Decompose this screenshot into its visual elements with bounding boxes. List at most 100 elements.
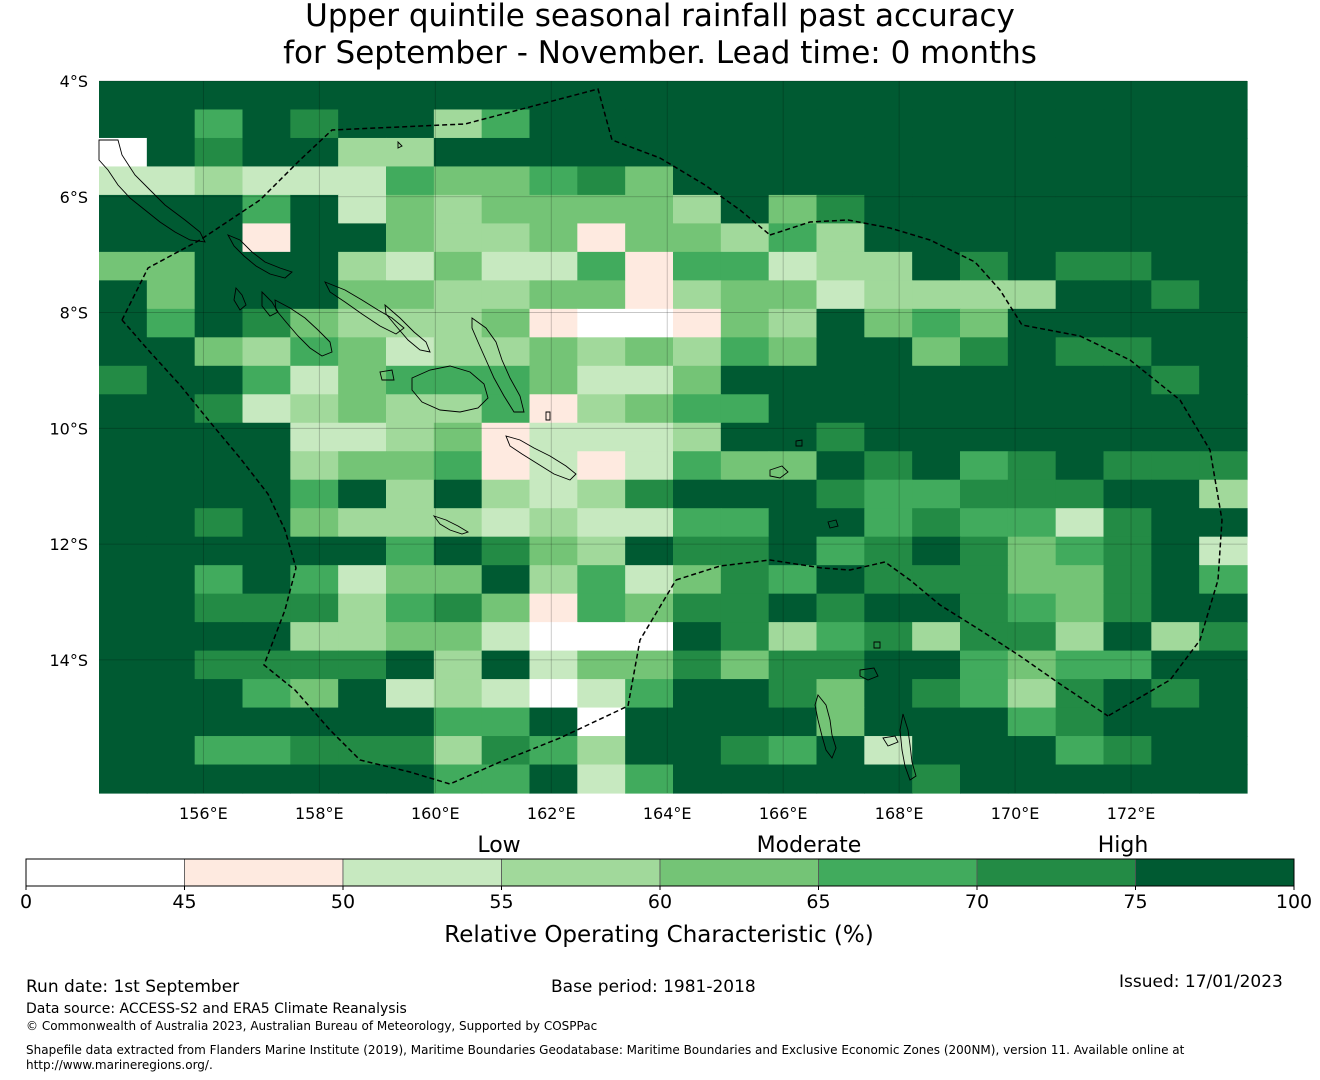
- grid-cell: [577, 109, 626, 139]
- grid-cell: [146, 394, 196, 424]
- grid-cell: [864, 508, 913, 538]
- grid-cell: [1007, 593, 1057, 623]
- grid-cell: [1055, 251, 1105, 281]
- grid-cell: [720, 137, 770, 168]
- longitude-tick-labels: 156°E 158°E 160°E 162°E 164°E 166°E 168°E 170°E…: [179, 804, 1155, 823]
- coastline-outline: [471, 317, 525, 413]
- grid-cell: [673, 764, 722, 794]
- grid-cell: [673, 194, 722, 224]
- grid-cell: [816, 650, 865, 680]
- grid-cell: [768, 479, 818, 509]
- grid-cell: [1199, 365, 1248, 395]
- grid-cell: [146, 422, 196, 452]
- lon-tick-label: 158°E: [295, 804, 344, 823]
- grid-cell: [625, 622, 674, 652]
- grid-cell: [146, 707, 196, 737]
- grid-cell: [1199, 451, 1248, 481]
- grid-cell: [864, 365, 913, 395]
- grid-cell: [433, 223, 483, 253]
- grid-cell: [768, 137, 818, 168]
- grid-cell: [625, 679, 674, 709]
- grid-cell: [242, 81, 291, 111]
- grid-cell: [99, 451, 148, 481]
- grid-cell: [290, 593, 339, 623]
- grid-cell: [720, 479, 770, 509]
- grid-cell: [816, 736, 865, 766]
- grid-cell: [1151, 81, 1200, 111]
- grid-cell: [433, 251, 483, 281]
- grid-cell: [481, 137, 531, 168]
- grid-cell: [720, 565, 770, 595]
- grid-cell: [960, 508, 1009, 538]
- grid-cell: [1199, 479, 1248, 509]
- grid-cell: [912, 593, 961, 623]
- grid-cell: [577, 451, 626, 481]
- grid-cell: [577, 394, 626, 424]
- forecast-grid: [99, 81, 1248, 794]
- grid-cell: [720, 536, 770, 566]
- grid-cell: [433, 422, 483, 452]
- grid-cell: [1103, 622, 1152, 652]
- grid-cell: [529, 394, 578, 424]
- grid-cell: [1055, 365, 1105, 395]
- grid-cell: [1199, 337, 1248, 367]
- grid-cell: [625, 251, 674, 281]
- base-period: Base period: 1981-2018: [551, 977, 756, 997]
- grid-cell: [1007, 707, 1057, 737]
- grid-cell: [146, 451, 196, 481]
- lon-tick-label: 160°E: [411, 804, 460, 823]
- grid-cell: [1007, 365, 1057, 395]
- grid-cell: [146, 308, 196, 338]
- data-source: Data source: ACCESS-S2 and ERA5 Climate …: [26, 1001, 407, 1017]
- grid-cell: [529, 479, 578, 509]
- grid-cell: [99, 137, 148, 168]
- grid-cell: [960, 764, 1009, 794]
- grid-cell: [529, 308, 578, 338]
- grid-cell: [960, 194, 1009, 224]
- grid-cell: [386, 451, 435, 481]
- grid-cell: [1007, 508, 1057, 538]
- grid-cell: [768, 251, 818, 281]
- grid-cell: [673, 308, 722, 338]
- grid-cell: [1103, 422, 1152, 452]
- grid-cell: [1103, 650, 1152, 680]
- grid-cell: [290, 707, 339, 737]
- grid-cell: [338, 223, 387, 253]
- grid-cell: [768, 679, 818, 709]
- grid-cell: [960, 736, 1009, 766]
- grid-cell: [1151, 280, 1200, 310]
- grid-cell: [481, 707, 531, 737]
- grid-cell: [960, 308, 1009, 338]
- grid-cell: [673, 593, 722, 623]
- grid-cell: [194, 622, 244, 652]
- grid-cell: [864, 166, 913, 196]
- grid-cell: [1007, 422, 1057, 452]
- grid-cell: [1103, 137, 1152, 168]
- grid-cell: [1151, 593, 1200, 623]
- grid-cell: [1007, 137, 1057, 168]
- grid-cell: [433, 451, 483, 481]
- grid-cell: [1055, 451, 1105, 481]
- grid-cell: [673, 508, 722, 538]
- grid-cell: [1103, 308, 1152, 338]
- colorbar-label: Relative Operating Characteristic (%): [444, 922, 873, 948]
- lat-tick-label: 8°S: [60, 304, 88, 323]
- grid-cell: [864, 565, 913, 595]
- grid-cell: [1055, 479, 1105, 509]
- grid-cell: [290, 736, 339, 766]
- colorbar-category-label: Moderate: [757, 833, 862, 858]
- grid-cell: [768, 308, 818, 338]
- grid-cell: [433, 565, 483, 595]
- grid-cell: [1007, 337, 1057, 367]
- grid-cell: [338, 194, 387, 224]
- grid-cell: [242, 109, 291, 139]
- grid-cell: [481, 251, 531, 281]
- grid-cell: [338, 764, 387, 794]
- grid-cell: [290, 508, 339, 538]
- grid-cell: [242, 536, 291, 566]
- eez-boundary-line: [121, 319, 677, 785]
- grid-cell: [481, 565, 531, 595]
- grid-cell: [99, 394, 148, 424]
- grid-cell: [625, 422, 674, 452]
- grid-cell: [960, 394, 1009, 424]
